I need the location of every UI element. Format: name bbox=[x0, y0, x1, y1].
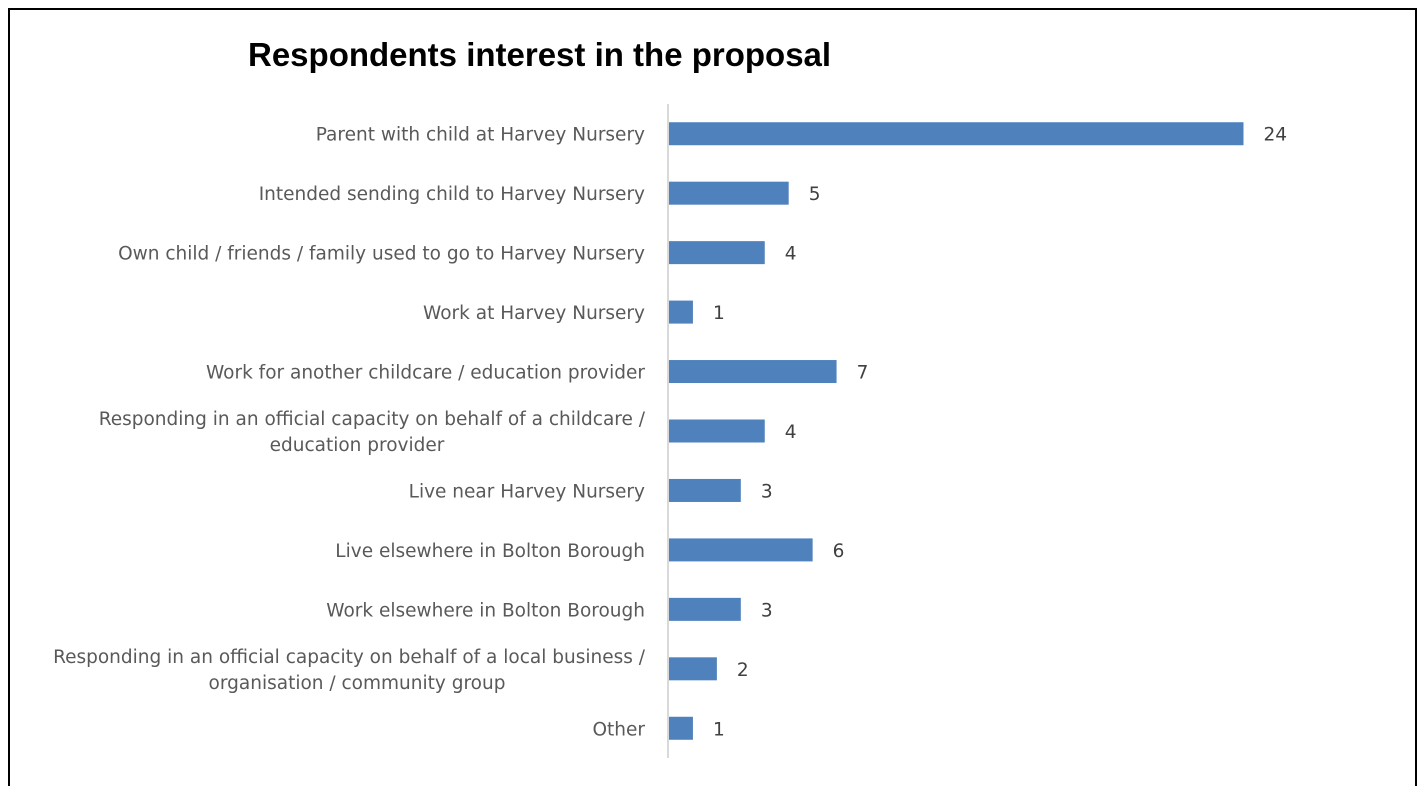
data-label: 5 bbox=[809, 184, 821, 205]
data-label: 7 bbox=[857, 363, 869, 384]
category-label: Own child / friends / family used to go … bbox=[118, 244, 645, 265]
bar bbox=[669, 122, 1244, 146]
chart-title: Respondents interest in the proposal bbox=[248, 36, 832, 73]
category-label: Responding in an official capacity on be… bbox=[53, 647, 646, 668]
bar bbox=[669, 538, 813, 562]
bar bbox=[669, 657, 717, 681]
bar bbox=[669, 360, 837, 384]
data-label: 3 bbox=[761, 600, 773, 621]
category-label: Work for another childcare / education p… bbox=[206, 363, 645, 384]
bar bbox=[669, 241, 765, 265]
data-label: 3 bbox=[761, 481, 773, 502]
category-label: Other bbox=[592, 719, 645, 740]
bar bbox=[669, 181, 789, 205]
bar bbox=[669, 597, 741, 621]
category-label: Responding in an official capacity on be… bbox=[99, 409, 646, 430]
data-label: 1 bbox=[713, 719, 725, 740]
bar bbox=[669, 716, 693, 740]
data-label: 2 bbox=[737, 660, 749, 681]
bar bbox=[669, 300, 693, 324]
category-label: Live near Harvey Nursery bbox=[409, 481, 645, 502]
category-label: Work elsewhere in Bolton Borough bbox=[326, 600, 645, 621]
data-label: 24 bbox=[1264, 125, 1288, 146]
data-label: 4 bbox=[785, 244, 797, 265]
category-label: Parent with child at Harvey Nursery bbox=[316, 125, 645, 146]
category-label: Work at Harvey Nursery bbox=[423, 303, 645, 324]
category-label: Live elsewhere in Bolton Borough bbox=[335, 541, 645, 562]
data-label: 4 bbox=[785, 422, 797, 443]
bar bbox=[669, 478, 741, 502]
category-label: education provider bbox=[270, 435, 445, 456]
data-label: 6 bbox=[833, 541, 845, 562]
category-label: Intended sending child to Harvey Nursery bbox=[259, 184, 645, 205]
bar bbox=[669, 419, 765, 443]
data-label: 1 bbox=[713, 303, 725, 324]
category-label: organisation / community group bbox=[209, 673, 506, 694]
